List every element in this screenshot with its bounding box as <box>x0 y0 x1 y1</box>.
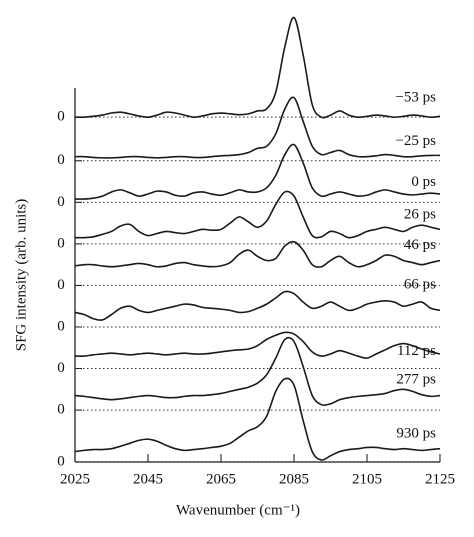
x-tick-label: 2045 <box>133 471 163 487</box>
y-tick-label: 0 <box>57 453 65 469</box>
trace <box>74 331 441 359</box>
x-tick-label: 2105 <box>352 471 382 487</box>
series-label: 46 ps <box>404 237 436 253</box>
y-tick-label: 0 <box>57 360 65 376</box>
series-label: 112 ps <box>397 343 436 359</box>
trace <box>74 336 441 407</box>
trace <box>74 143 441 200</box>
x-tick-label: 2085 <box>279 471 309 487</box>
trace <box>74 240 441 268</box>
y-axis-label: SFG intensity (arb. units) <box>13 199 29 352</box>
trace <box>74 190 441 239</box>
series-label: −53 ps <box>395 90 436 106</box>
series-label: 930 ps <box>396 425 436 441</box>
y-tick-label: 0 <box>57 318 65 334</box>
x-tick-label: 2025 <box>60 471 90 487</box>
trace <box>74 96 441 159</box>
series-label: 66 ps <box>404 276 436 292</box>
y-tick-label: 0 <box>57 109 65 125</box>
trace <box>74 377 441 461</box>
series-label: −25 ps <box>395 133 436 149</box>
y-tick-label: 0 <box>57 277 65 293</box>
series-label: 26 ps <box>404 206 436 222</box>
trace <box>74 16 441 119</box>
y-tick-label: 0 <box>57 194 65 210</box>
series-label: 277 ps <box>396 372 436 388</box>
x-tick-label: 2125 <box>425 471 455 487</box>
y-tick-label: 0 <box>57 235 65 251</box>
x-tick-label: 2065 <box>206 471 236 487</box>
x-axis-label: Wavenumber (cm⁻¹) <box>176 502 300 518</box>
y-tick-label: 0 <box>57 402 65 418</box>
y-tick-label: 0 <box>57 152 65 168</box>
trace <box>74 290 441 321</box>
series-label: 0 ps <box>411 174 436 190</box>
